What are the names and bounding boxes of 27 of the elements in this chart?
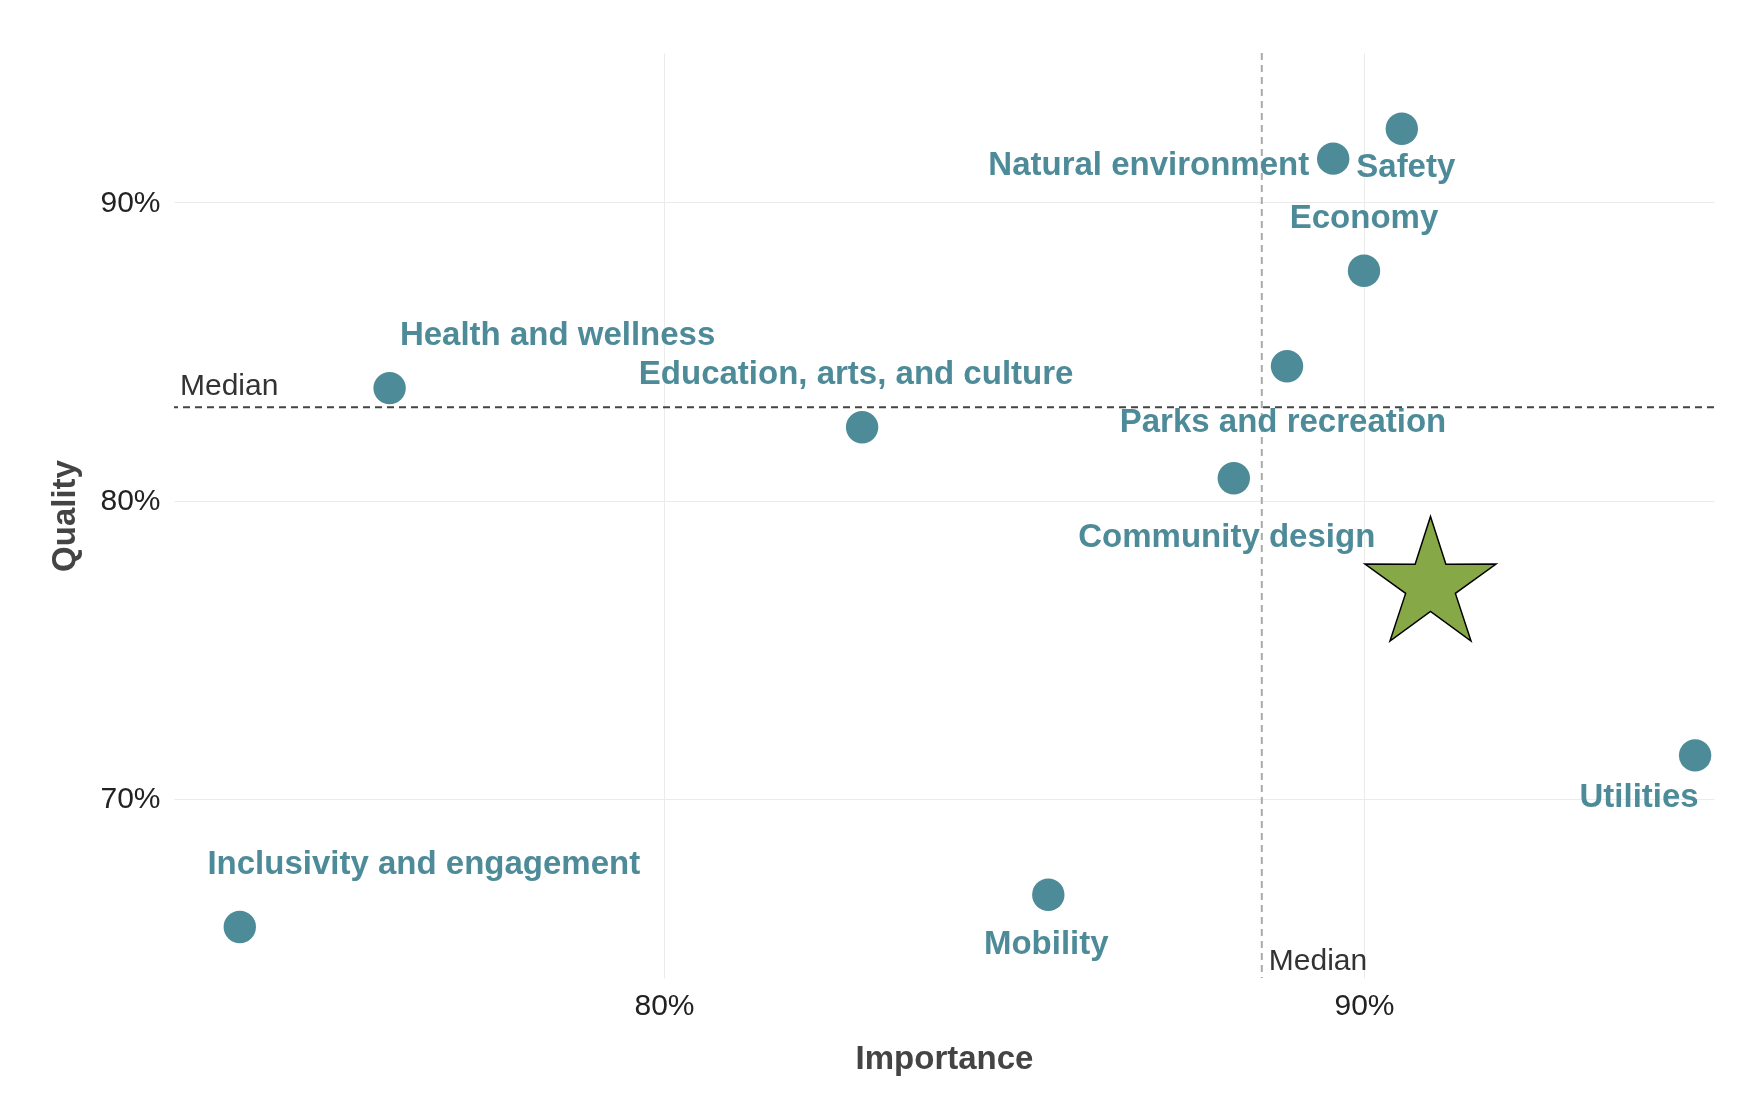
point [1270, 350, 1304, 383]
series-label: Utilities [1579, 777, 1699, 815]
y-tick-label: 70% [100, 781, 161, 815]
point [223, 910, 256, 944]
series-label: Natural environment [988, 144, 1310, 182]
series-label: Community design [1078, 517, 1376, 555]
point [1385, 112, 1418, 145]
y-axis-title: Quality [45, 459, 83, 572]
point [845, 411, 879, 444]
series-label: Education, arts, and culture [638, 354, 1074, 392]
y-tick-label: 80% [100, 483, 161, 517]
point [1217, 462, 1250, 495]
series-label: Health and wellness [399, 315, 716, 353]
ref-line-label: Median [180, 368, 279, 402]
point [373, 371, 406, 405]
point [1347, 254, 1381, 287]
ref-line-label: Median [1268, 943, 1368, 976]
series-label: Parks and recreation [1119, 402, 1447, 440]
point [1678, 739, 1712, 772]
series-label: Safety [1356, 146, 1456, 184]
series-label: Inclusivity and engagement [207, 843, 641, 881]
point [1032, 878, 1065, 911]
y-tick-label: 90% [100, 184, 161, 218]
series-label: Mobility [983, 923, 1110, 961]
point [1317, 142, 1350, 175]
x-axis-title: Importance [855, 1038, 1034, 1076]
series-label: Economy [1289, 197, 1439, 235]
